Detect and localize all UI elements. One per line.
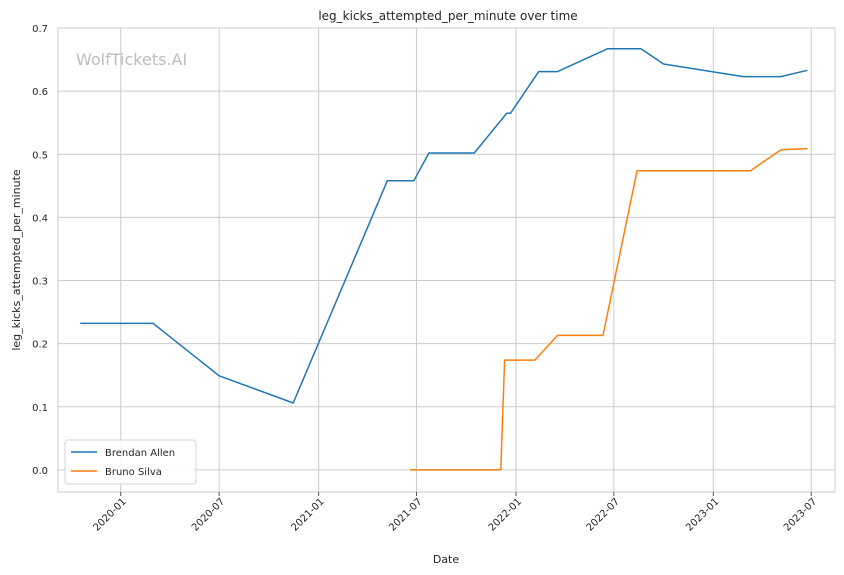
x-tick-label: 2021-07 (387, 496, 424, 533)
legend-box (64, 439, 197, 485)
x-tick-label: 2023-01 (684, 496, 721, 533)
y-tick-label: 0.7 (32, 24, 48, 35)
x-tick-label: 2022-01 (487, 496, 524, 533)
y-tick-label: 0.6 (32, 87, 48, 98)
grid-lines (58, 27, 835, 492)
y-axis-ticks: 0.0 0.1 0.2 0.3 0.4 0.5 0.6 0.7 (32, 24, 48, 477)
y-tick-label: 0.1 (32, 403, 48, 414)
watermark: WolfTickets.AI (76, 50, 187, 69)
plot-frame (57, 27, 836, 493)
x-tick-label: 2021-01 (289, 496, 326, 533)
plot-background (58, 28, 835, 492)
x-tick-label: 2020-01 (92, 496, 129, 533)
x-axis-ticks: 2020-01 2020-07 2021-01 2021-07 2022-01 2022-… (92, 492, 819, 534)
y-tick-label: 0.0 (32, 466, 48, 477)
legend-label-bruno-silva: Bruno Silva (105, 467, 162, 478)
y-axis-label: leg_kicks_attempted_per_minute (10, 169, 23, 351)
x-axis-label: Date (433, 553, 460, 566)
series-line-brendan-allen (80, 48, 808, 404)
y-tick-label: 0.5 (32, 150, 48, 161)
x-tick-label: 2022-07 (585, 496, 622, 533)
legend-label-brendan-allen: Brendan Allen (105, 448, 175, 459)
series-lines (80, 48, 808, 471)
legend: Brendan Allen Bruno Silva (64, 439, 197, 485)
x-tick-label: 2023-07 (782, 496, 819, 533)
series-line-bruno-silva (410, 147, 808, 471)
y-tick-label: 0.3 (32, 277, 48, 288)
x-tick-label: 2020-07 (190, 496, 227, 533)
chart-title: leg_kicks_attempted_per_minute over time (318, 9, 577, 23)
y-tick-label: 0.4 (32, 213, 48, 224)
y-tick-label: 0.2 (32, 340, 48, 351)
